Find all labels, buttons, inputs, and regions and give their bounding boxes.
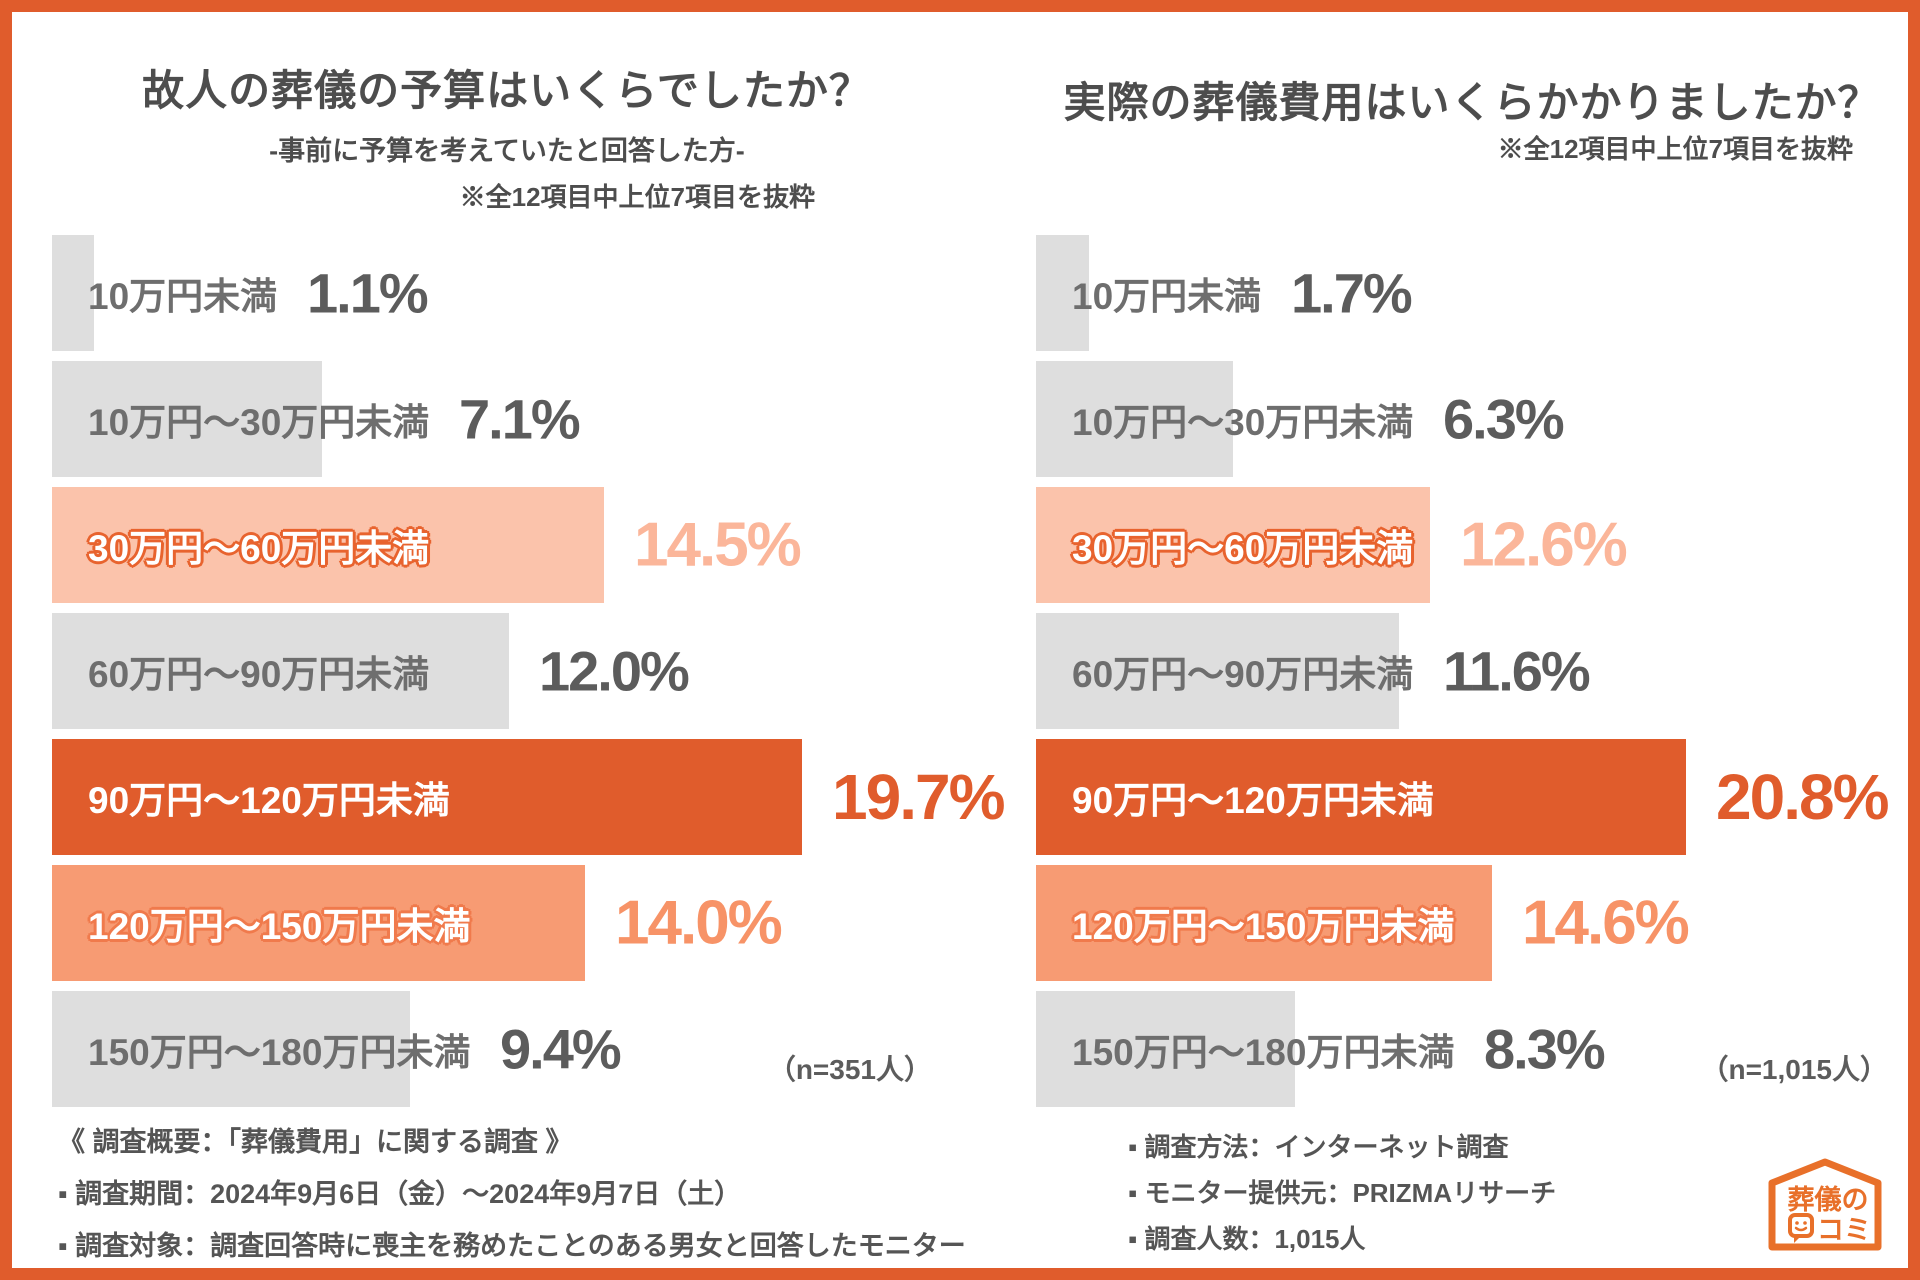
survey-info-line: ▪ 調査対象：調査回答時に喪主を務めたことのある男女と回答したモニター xyxy=(58,1231,966,1261)
bar-row: 120万円〜150万円未満 14.6% xyxy=(1036,865,1908,981)
logo-graphic: 葬儀の コミ xyxy=(1768,1158,1882,1251)
bar-row: 10万円未満 1.1% xyxy=(52,235,962,351)
bar-row: 120万円〜150万円未満 14.0% xyxy=(52,865,962,981)
bar xyxy=(52,235,94,351)
speech-bubble-smiley-icon xyxy=(1788,1213,1814,1243)
survey-info-line: ▪ 調査方法：インターネット調査 xyxy=(1128,1132,1509,1162)
bar-label: 10万円〜30万円未満 xyxy=(88,402,430,443)
actual-cost-chart-title: 実際の葬儀費用はいくらかかりましたか？ xyxy=(1063,79,1881,126)
bar-value: 20.8% xyxy=(1716,761,1889,833)
bar-label: 10万円未満 xyxy=(88,276,278,317)
survey-info-line: ▪ 調査人数：1,015人 xyxy=(1128,1224,1366,1254)
survey-info-line: ▪ モニター提供元：PRIZMAリサーチ xyxy=(1128,1178,1557,1208)
logo-house-frame xyxy=(1768,1158,1882,1251)
survey-info-line: ▪ 調査期間：2024年9月6日（金）〜2024年9月7日（土） xyxy=(58,1179,742,1209)
logo-text-line1: 葬儀の xyxy=(1788,1185,1869,1215)
bar-row: 60万円〜90万円未満 12.0% xyxy=(52,613,962,729)
bar xyxy=(1036,487,1430,603)
budget-bar-chart: 10万円未満 1.1% 10万円〜30万円未満 7.1% 30万円〜60万円未満 14.5… xyxy=(52,235,1005,1117)
survey-method-block: ▪ 調査方法：インターネット調査 ▪ モニター提供元：PRIZMAリサーチ ▪ 調査… xyxy=(1128,1132,1557,1268)
logo-text-line2: コミ xyxy=(1817,1215,1871,1245)
actual-cost-sample-size: （n=1,015人） xyxy=(1700,1054,1888,1085)
bar-value: 12.6% xyxy=(1460,510,1628,580)
bar-row: 90万円〜120万円未満 20.8% xyxy=(1036,739,1908,855)
bar-row: 60万円〜90万円未満 11.6% xyxy=(1036,613,1908,729)
bar xyxy=(52,613,509,729)
bar xyxy=(1036,613,1399,729)
bar xyxy=(1036,361,1233,477)
bar-label: 90万円〜120万円未満 xyxy=(88,780,450,821)
survey-overview-block: 《 調査概要：「葬儀費用」に関する調査 》 ▪ 調査期間：2024年9月6日（金）… xyxy=(58,1127,966,1268)
bar xyxy=(1036,235,1089,351)
bar-label: 150万円〜180万円未満 xyxy=(1072,1032,1455,1073)
bar-row: 30万円〜60万円未満 14.5% xyxy=(52,487,962,603)
bar-label: 120万円〜150万円未満 xyxy=(88,906,471,947)
bar-value: 6.3% xyxy=(1443,387,1565,451)
bar-value: 12.0% xyxy=(539,639,690,703)
bar-row: 150万円〜180万円未満 8.3% xyxy=(1036,991,1908,1107)
actual-cost-chart-note: ※全12項目中上位7項目を抜粋 xyxy=(1497,134,1853,164)
bar-label: 90万円〜120万円未満 xyxy=(1072,780,1434,821)
bar xyxy=(52,739,802,855)
bar-value: 14.6% xyxy=(1522,888,1690,958)
budget-chart-title: 故人の葬儀の予算はいくらでしたか？ xyxy=(142,67,872,114)
bar xyxy=(52,361,322,477)
budget-sample-size: （n=351人） xyxy=(767,1054,932,1085)
bar-label: 30万円〜60万円未満 xyxy=(88,528,430,569)
bar xyxy=(52,487,604,603)
bar-value: 11.6% xyxy=(1443,639,1591,703)
bar-value: 1.1% xyxy=(307,261,429,325)
bar-value: 7.1% xyxy=(459,387,581,451)
bar-label: 150万円〜180万円未満 xyxy=(88,1032,471,1073)
bar-value: 14.0% xyxy=(615,888,783,958)
bar-row: 10万円〜30万円未満 6.3% xyxy=(1036,361,1908,477)
bar xyxy=(52,865,585,981)
bar-label: 60万円〜90万円未満 xyxy=(88,654,430,695)
budget-chart-subtitle: -事前に予算を考えていたと回答した方- xyxy=(269,136,745,166)
actual-cost-bar-chart: 10万円未満 1.7% 10万円〜30万円未満 6.3% 30万円〜60万円未満 12.6… xyxy=(1036,235,1908,1117)
soushiki-no-kuchikomi-logo: 葬儀の コミ xyxy=(1765,1156,1885,1254)
bar-row: 150万円〜180万円未満 9.4% xyxy=(52,991,962,1107)
bar-row: 10万円未満 1.7% xyxy=(1036,235,1908,351)
bar-label: 10万円〜30万円未満 xyxy=(1072,402,1414,443)
bar-label: 30万円〜60万円未満 xyxy=(1072,528,1414,569)
bar-value: 8.3% xyxy=(1484,1017,1606,1081)
bar-value: 19.7% xyxy=(832,761,1005,833)
bar-label: 60万円〜90万円未満 xyxy=(1072,654,1414,695)
bar-row: 10万円〜30万円未満 7.1% xyxy=(52,361,962,477)
bar xyxy=(52,991,410,1107)
bar-value: 1.7% xyxy=(1291,261,1413,325)
bar xyxy=(1036,865,1492,981)
bar xyxy=(1036,991,1295,1107)
bar-label: 10万円未満 xyxy=(1072,276,1262,317)
bar xyxy=(1036,739,1686,855)
bar-value: 14.5% xyxy=(634,510,802,580)
bar-row: 30万円〜60万円未満 12.6% xyxy=(1036,487,1908,603)
survey-info-line: 《 調査概要：「葬儀費用」に関する調査 》 xyxy=(58,1127,573,1157)
bar-row: 90万円〜120万円未満 19.7% xyxy=(52,739,1005,855)
budget-chart-note: ※全12項目中上位7項目を抜粋 xyxy=(459,182,815,212)
bar-value: 9.4% xyxy=(500,1017,622,1081)
bar-label: 120万円〜150万円未満 xyxy=(1072,906,1455,947)
